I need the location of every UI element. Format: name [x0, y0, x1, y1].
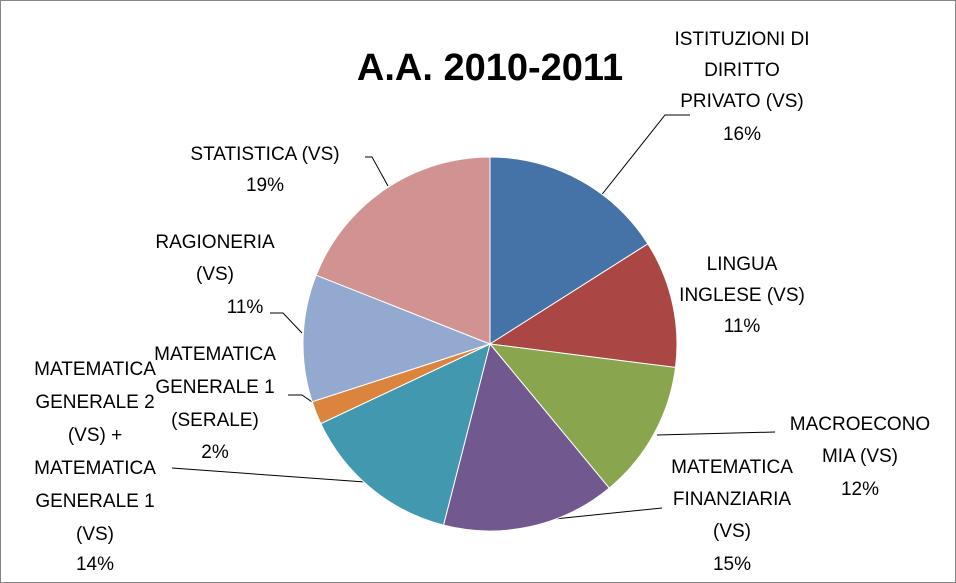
slice-label: MATEMATICA FINANZIARIA (VS) — [671, 457, 793, 542]
slice-label: MACROECONO MIA (VS) — [790, 414, 930, 467]
slice-label: LINGUA INGLESE (VS) — [679, 254, 805, 306]
leader-line — [171, 467, 366, 483]
value-label: 11% — [227, 297, 264, 318]
leader-line — [270, 312, 303, 334]
value-label: 2% — [201, 442, 229, 463]
pie-slice — [488, 243, 678, 368]
pie-slice — [315, 156, 491, 345]
slice-label: MATEMATICA GENERALE 1 (SERALE) — [154, 344, 276, 431]
pie-slice — [302, 274, 492, 403]
pie-slice — [489, 156, 649, 345]
pie-slice — [442, 342, 610, 532]
slice-label: ISTITUZIONI DI DIRITTO PRIVATO (VS) — [674, 29, 809, 112]
slice-label: STATISTICA (VS) — [190, 144, 339, 165]
value-label: 14% — [76, 554, 114, 575]
chart-title: A.A. 2010-2011 — [357, 47, 623, 89]
value-label: 11% — [724, 316, 761, 337]
slice-label: RAGIONERIA (VS) — [155, 232, 275, 285]
value-label: 16% — [723, 124, 761, 145]
leader-line — [365, 156, 389, 187]
pie-slice — [320, 343, 491, 526]
leader-line — [656, 431, 776, 436]
value-label: 15% — [713, 554, 751, 575]
value-label: 12% — [841, 479, 879, 500]
value-label: 19% — [246, 175, 284, 196]
slice-label: MATEMATICA GENERALE 2 (VS) + MATEMATICA GENE… — [34, 359, 156, 545]
leader-line — [587, 114, 690, 213]
pie-slice — [488, 343, 677, 489]
